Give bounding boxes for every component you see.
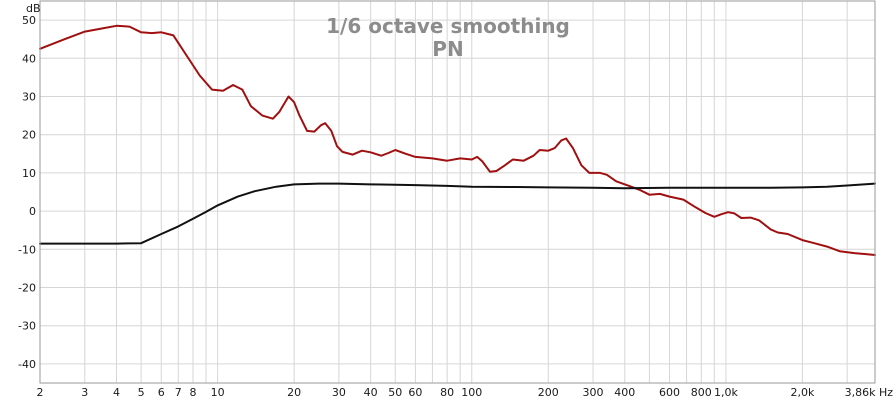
chart-subtitle: PN xyxy=(432,37,463,61)
x-tick-label: 2 xyxy=(37,386,44,399)
x-tick-label: 1,0k xyxy=(714,386,738,399)
x-tick-label: 10 xyxy=(211,386,225,399)
x-tick-label: 100 xyxy=(461,386,482,399)
x-tick-label: 50 xyxy=(388,386,402,399)
y-tick-label: 30 xyxy=(22,91,36,104)
x-tick-label: 80 xyxy=(440,386,454,399)
x-tick-label: 800 xyxy=(691,386,712,399)
y-tick-labels: 50 40 30 20 10 0 -10 -20 -30 -40 xyxy=(18,14,36,371)
measured-response-line xyxy=(39,24,876,256)
x-tick-label: 4 xyxy=(113,386,120,399)
x-tick-label: 3 xyxy=(81,386,88,399)
y-tick-label: 50 xyxy=(22,14,36,27)
target-curve-line xyxy=(39,182,876,245)
x-tick-label: 400 xyxy=(614,386,635,399)
y-axis-unit-label: dB xyxy=(26,2,41,15)
y-tick-label: 20 xyxy=(22,129,36,142)
plot-frame xyxy=(39,0,876,384)
y-tick-label: -30 xyxy=(18,320,36,333)
x-tick-label: 60 xyxy=(408,386,422,399)
chart-title: 1/6 octave smoothing xyxy=(326,14,570,38)
x-tick-labels: 2 3 4 5 6 7 8 10 20 30 40 50 60 80 100 200 300 400 600 800 1… xyxy=(37,386,894,399)
series-lines xyxy=(39,24,876,256)
x-tick-label: 40 xyxy=(364,386,378,399)
x-tick-label: 3,86k Hz xyxy=(845,386,894,399)
x-tick-label: 7 xyxy=(175,386,182,399)
x-tick-label: 6 xyxy=(158,386,165,399)
x-tick-label: 300 xyxy=(583,386,604,399)
x-tick-label: 5 xyxy=(138,386,145,399)
y-tick-label: -40 xyxy=(18,358,36,371)
x-tick-label: 600 xyxy=(659,386,680,399)
y-tick-label: 40 xyxy=(22,52,36,65)
plot-background xyxy=(40,1,875,383)
grid-lines xyxy=(40,1,875,383)
x-tick-label: 8 xyxy=(190,386,197,399)
x-tick-label: 20 xyxy=(287,386,301,399)
y-tick-label: 0 xyxy=(29,205,36,218)
x-tick-label: 2,0k xyxy=(790,386,814,399)
x-tick-label: 200 xyxy=(538,386,559,399)
y-tick-label: 10 xyxy=(22,167,36,180)
x-tick-label: 30 xyxy=(332,386,346,399)
y-tick-label: -10 xyxy=(18,243,36,256)
y-tick-label: -20 xyxy=(18,282,36,295)
